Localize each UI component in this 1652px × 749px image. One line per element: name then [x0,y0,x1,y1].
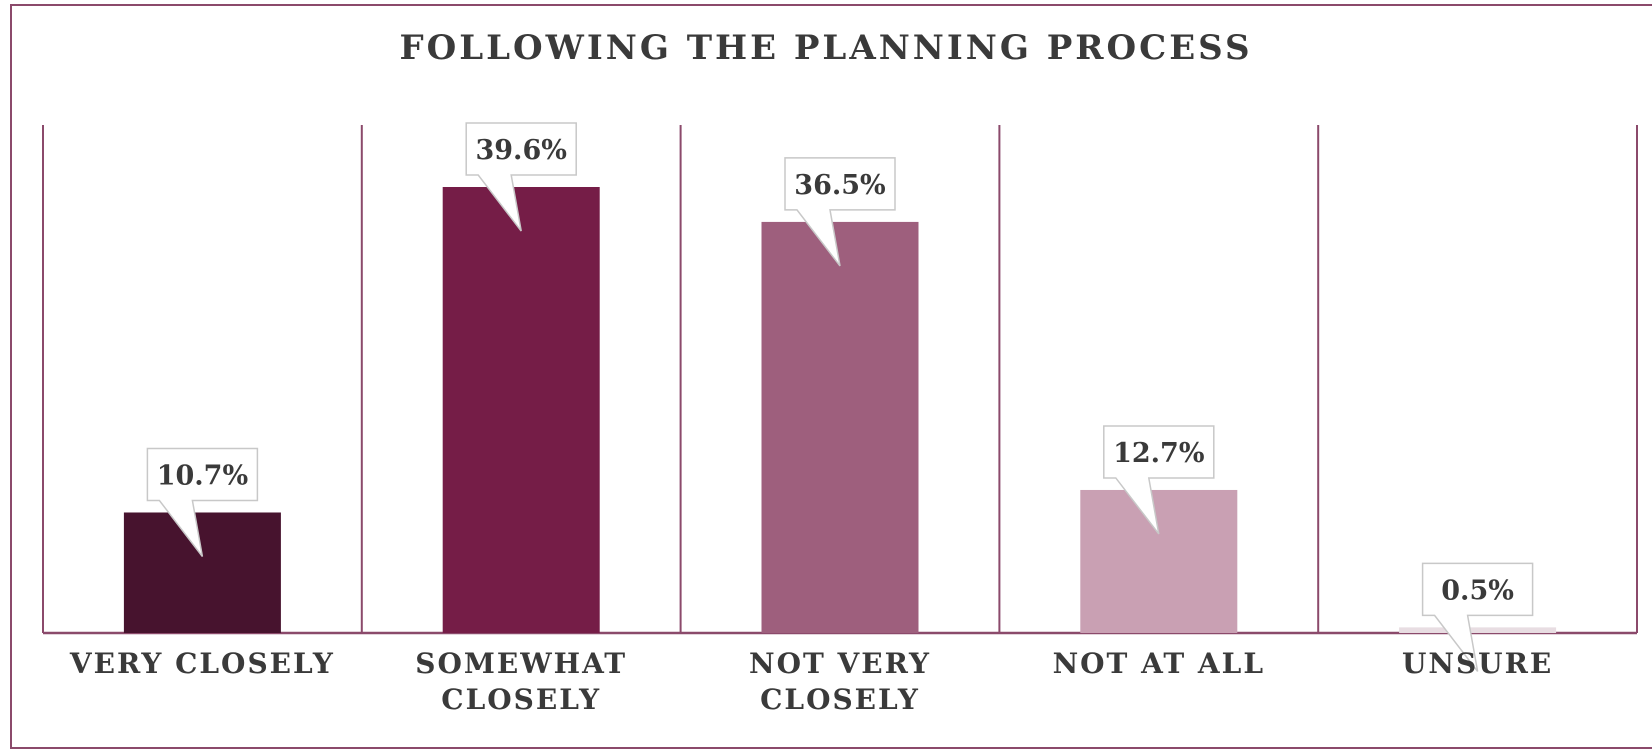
value-callout [1421,562,1534,672]
category-label-line: SOMEWHAT [415,647,627,680]
value-label: 10.7% [157,460,248,491]
chart-title: FOLLOWING THE PLANNING PROCESS [399,28,1253,68]
category-label: UNSURE [1402,647,1553,680]
value-label: 12.7% [1113,438,1204,469]
value-callout [465,122,577,232]
value-label: 39.6% [475,135,566,166]
category-label: NOT AT ALL [1053,647,1265,680]
bar [761,221,919,634]
category-label-line: UNSURE [1402,647,1553,680]
value-callout [1103,425,1215,535]
value-callout [784,157,896,267]
bar [1399,627,1557,633]
bar [1080,489,1238,633]
value-label: 36.5% [794,170,885,201]
bar [123,512,281,633]
category-label-line: NOT VERY [749,647,931,680]
category-label-line: CLOSELY [441,683,601,716]
bar [442,187,600,633]
category-label: SOMEWHAT CLOSELY [415,647,627,716]
category-label: NOT VERY CLOSELY [749,647,931,716]
value-callout [146,447,259,557]
category-label: VERY CLOSELY [69,647,335,680]
value-label: 0.5% [1441,575,1514,606]
category-label-line: VERY CLOSELY [69,647,335,680]
category-label-line: CLOSELY [760,683,920,716]
category-label-line: NOT AT ALL [1053,647,1265,680]
